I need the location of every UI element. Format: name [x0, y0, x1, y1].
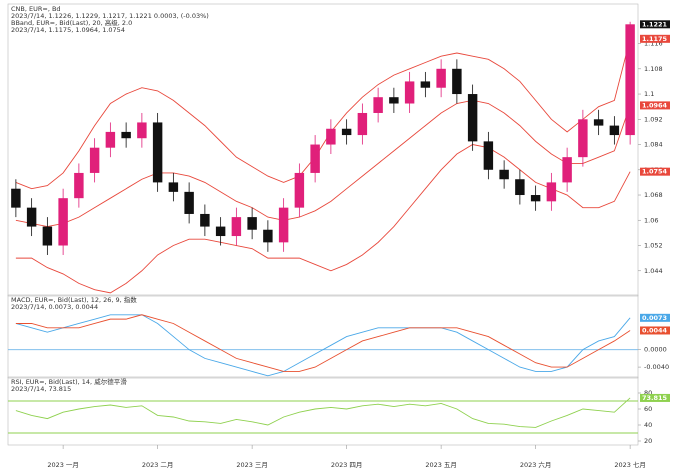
y-tick-label: -0.0040	[644, 363, 669, 371]
y-tick-label: 1.1	[644, 90, 654, 98]
candle-body	[499, 169, 509, 180]
series-line	[15, 99, 631, 228]
value-box-label: 1.1221	[642, 20, 668, 28]
y-tick-label: 1.116	[644, 40, 663, 48]
y-tick-label: 60	[644, 405, 652, 413]
x-tick-label: 2023 一月	[47, 461, 79, 469]
overlay-title: BBand, EUR=, Bid(Last), 20, 高级, 2.0	[11, 18, 132, 27]
candle-body	[625, 24, 635, 136]
x-tick-label: 2023 四月	[331, 461, 363, 469]
candle-body	[42, 226, 53, 246]
panel-title: CNB, EUR=, Bd	[11, 5, 61, 13]
value-box	[640, 34, 670, 43]
candle-body	[168, 182, 179, 192]
candle-body	[105, 131, 116, 148]
value-box	[640, 313, 670, 322]
y-tick-label: 40	[644, 421, 652, 429]
candle-body	[152, 122, 163, 183]
candle-body	[89, 147, 100, 173]
x-tick-label: 2023 五月	[425, 461, 457, 469]
candle-body	[326, 128, 336, 145]
value-box-label: 1.0964	[642, 101, 668, 109]
value-box-label: 1.1175	[642, 35, 668, 43]
value-box	[640, 101, 670, 110]
value-box-label: 1.0754	[642, 168, 668, 176]
y-tick-label: 1.068	[644, 191, 663, 199]
candle-body	[58, 198, 68, 246]
candle-body	[467, 94, 478, 142]
candle-body	[609, 125, 620, 136]
candle-body	[593, 119, 604, 126]
candle-body	[294, 172, 305, 208]
candle-body	[184, 191, 194, 214]
y-tick-label: 1.084	[644, 141, 663, 149]
candle-body	[137, 122, 147, 139]
candle-body	[515, 179, 525, 196]
candle-body	[436, 68, 446, 88]
value-box	[640, 326, 670, 335]
candle-body	[26, 207, 37, 227]
panel	[7, 294, 639, 379]
overlay-subtitle: 2023/7/14, 1.1175, 1.0964, 1.0754	[11, 26, 125, 34]
y-tick-label: 1.092	[644, 115, 663, 123]
candle-body	[11, 188, 21, 208]
y-tick-label: 80	[644, 389, 652, 397]
y-tick-label: 20	[644, 437, 652, 445]
y-tick-label: 1.052	[644, 242, 663, 250]
panel	[7, 3, 639, 297]
value-box-label: 73.815	[642, 394, 668, 402]
candle-body	[530, 195, 541, 202]
candle-body	[200, 213, 210, 227]
candle-body	[562, 157, 572, 183]
value-box-label: 0.0073	[642, 314, 667, 322]
series-line	[15, 38, 631, 190]
candle-body	[263, 229, 273, 243]
candle-body	[121, 131, 131, 139]
candle-body	[215, 226, 226, 237]
candle-body	[341, 128, 352, 136]
y-tick-label: 1.044	[644, 267, 663, 275]
x-tick-label: 2023 六月	[520, 460, 552, 469]
value-box	[640, 167, 670, 176]
candle-body	[404, 81, 415, 104]
candle-body	[231, 217, 242, 237]
series-line	[15, 314, 631, 377]
series-line	[15, 397, 631, 428]
panel-subtitle: 2023/7/14, 73.815	[11, 385, 71, 393]
panel-subtitle: 2023/7/14, 1.1226, 1.1229, 1.1217, 1.122…	[11, 12, 209, 20]
candle-body	[452, 68, 462, 95]
x-tick-label: 2023 七月	[614, 460, 646, 469]
series-line	[15, 144, 631, 294]
candle-body	[389, 97, 399, 104]
candle-body	[310, 144, 320, 173]
y-tick-label: 0.0000	[644, 346, 667, 354]
candle-body	[546, 182, 557, 202]
value-box-label: 0.0044	[642, 326, 668, 334]
y-tick-label: 1.06	[644, 216, 658, 224]
candle-body	[420, 81, 431, 88]
candle-body	[578, 119, 588, 158]
y-tick-label: 1.108	[644, 65, 663, 73]
candle-body	[247, 217, 257, 230]
x-tick-label: 2023 二月	[142, 461, 174, 469]
candle-body	[483, 141, 494, 170]
panel-subtitle: 2023/7/14, 0.0073, 0.0044	[11, 303, 98, 311]
x-tick-label: 2023 三月	[236, 461, 268, 469]
panel-title: RSI, EUR=, Bid(Last), 14, 威尔德平滑	[11, 377, 127, 386]
panel	[7, 376, 639, 446]
candle-body	[74, 172, 84, 199]
panel-title: MACD, EUR=, Bid(Last), 12, 26, 9, 指数	[11, 295, 137, 304]
value-box	[640, 20, 670, 29]
candle-body	[373, 97, 383, 113]
candle-body	[357, 112, 368, 136]
series-line	[15, 314, 631, 372]
candle-body	[278, 207, 289, 243]
value-box	[640, 393, 670, 402]
